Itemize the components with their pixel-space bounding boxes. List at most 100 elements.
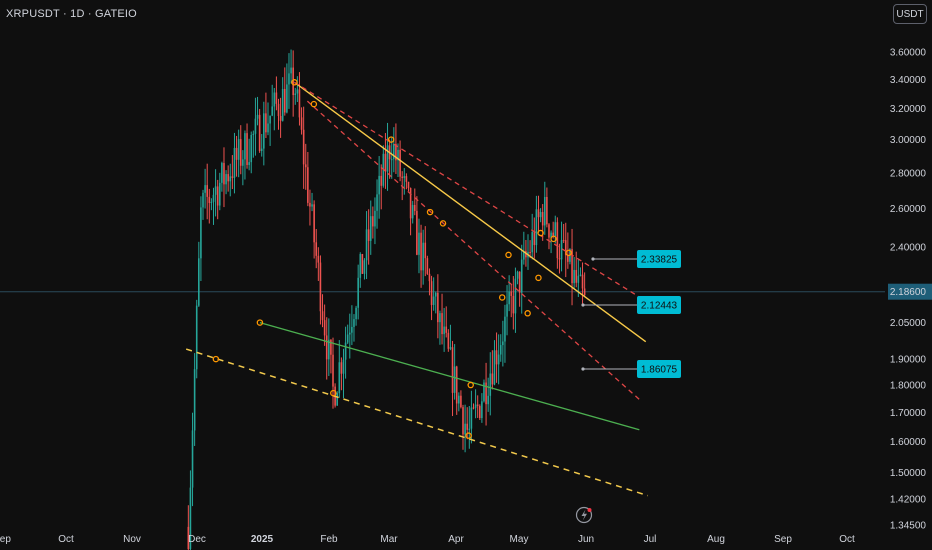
symbol-title: XRPUSDT · 1D · GATEIO: [6, 8, 137, 20]
candle: [281, 77, 284, 122]
candle: [235, 135, 238, 177]
candle: [514, 267, 517, 333]
pivot-marker[interactable]: [465, 432, 472, 439]
y-tick-label: 3.00000: [890, 135, 927, 146]
candle: [189, 470, 192, 550]
candle: [250, 131, 253, 174]
price-annotation[interactable]: 2.33825: [591, 250, 681, 268]
candle: [478, 404, 481, 420]
candle: [386, 122, 389, 191]
candle: [499, 334, 502, 362]
trendline-yellow[interactable]: [294, 81, 647, 343]
candle: [420, 224, 422, 288]
x-tick-label: 2025: [251, 534, 274, 545]
candle: [237, 129, 240, 178]
candle: [382, 145, 385, 188]
candle: [460, 390, 462, 409]
candle: [573, 257, 575, 289]
pivot-marker[interactable]: [387, 136, 395, 143]
pivot-marker[interactable]: [256, 319, 264, 326]
pivot-marker[interactable]: [535, 274, 542, 282]
candle: [210, 198, 213, 211]
candle: [269, 115, 271, 146]
candle: [451, 340, 454, 417]
candle: [493, 340, 496, 386]
y-tick-label: 3.40000: [890, 75, 927, 86]
candle: [252, 130, 255, 158]
candle: [372, 206, 374, 239]
candle: [357, 264, 359, 320]
candle: [198, 241, 200, 307]
candle: [558, 243, 561, 274]
pivot-marker[interactable]: [310, 100, 318, 108]
pivot-marker[interactable]: [505, 251, 512, 259]
candle: [239, 125, 242, 175]
candle: [413, 188, 416, 216]
annotation-value: 2.33825: [641, 255, 678, 266]
candle: [367, 209, 370, 265]
support-green-line[interactable]: [259, 321, 640, 431]
y-tick-label: 1.60000: [890, 437, 927, 448]
candle: [242, 150, 244, 186]
lower-support-line[interactable]: [185, 348, 649, 497]
candle: [516, 270, 519, 285]
pivot-marker[interactable]: [524, 310, 531, 317]
candle: [428, 268, 431, 296]
y-tick-label: 1.80000: [890, 381, 927, 392]
candle: [256, 96, 259, 126]
current-price-label: 2.18600: [888, 283, 932, 300]
candle: [279, 97, 282, 138]
candle: [481, 393, 483, 423]
candle: [273, 88, 276, 131]
price-annotation[interactable]: 1.86075: [581, 360, 681, 378]
pivot-marker[interactable]: [291, 79, 298, 86]
pivot-marker[interactable]: [565, 249, 572, 257]
pivot-marker[interactable]: [439, 220, 447, 227]
candle: [529, 240, 531, 259]
candle: [495, 332, 498, 383]
candle: [258, 108, 261, 153]
candle: [348, 313, 351, 359]
y-tick-label: 2.60000: [890, 204, 927, 215]
candle: [319, 255, 322, 325]
x-tick-label: Sep: [774, 534, 792, 545]
candle: [233, 132, 236, 194]
pivot-marker[interactable]: [212, 355, 220, 363]
candle: [302, 106, 305, 189]
candle: [359, 252, 362, 288]
y-tick-label: 2.80000: [890, 168, 927, 179]
pivot-marker[interactable]: [330, 389, 337, 397]
candle: [455, 365, 458, 415]
candle: [462, 404, 464, 450]
candle: [216, 179, 219, 220]
y-tick-label: 2.05000: [890, 318, 927, 329]
currency-button[interactable]: USDT: [893, 4, 927, 24]
channel-top-line[interactable]: [294, 81, 644, 301]
candle: [575, 251, 578, 288]
candle: [313, 200, 315, 259]
candle: [564, 222, 567, 278]
y-tick-label: 1.34500: [890, 521, 927, 532]
pivot-marker[interactable]: [426, 208, 434, 216]
pivot-marker[interactable]: [537, 229, 544, 237]
pivot-marker[interactable]: [467, 381, 474, 389]
candle: [378, 156, 380, 219]
candle: [200, 196, 202, 281]
candle: [365, 211, 368, 280]
candle: [336, 391, 339, 406]
candle: [560, 221, 563, 272]
candle: [577, 259, 580, 297]
candle: [424, 226, 427, 277]
candle: [229, 163, 232, 197]
channel-mid-line[interactable]: [306, 100, 642, 402]
x-tick-label: Sep: [0, 534, 11, 545]
pivot-marker[interactable]: [550, 235, 557, 243]
lightning-icon[interactable]: [575, 506, 593, 524]
candle: [426, 255, 429, 275]
y-tick-label: 2.40000: [890, 242, 927, 253]
candle: [260, 133, 263, 157]
price-annotation[interactable]: 2.12443: [581, 296, 681, 314]
pivot-marker[interactable]: [498, 294, 506, 301]
candle: [376, 179, 378, 229]
